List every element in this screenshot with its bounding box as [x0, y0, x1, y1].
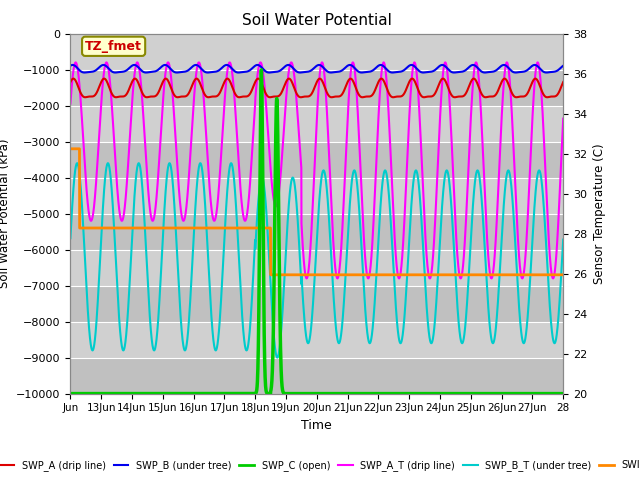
Bar [70, 322, 563, 358]
Y-axis label: Sensor Temperature (C): Sensor Temperature (C) [593, 144, 605, 284]
Legend: SWP_A (drip line), SWP_B (under tree), SWP_C (open), SWP_A_T (drip line), SWP_B_: SWP_A (drip line), SWP_B (under tree), S… [0, 456, 640, 475]
Text: TZ_fmet: TZ_fmet [85, 40, 142, 53]
Bar [70, 106, 563, 142]
X-axis label: Time: Time [301, 419, 332, 432]
Y-axis label: Soil Water Potential (kPa): Soil Water Potential (kPa) [0, 139, 11, 288]
Bar [70, 142, 563, 178]
Bar [70, 358, 563, 394]
Bar [70, 250, 563, 286]
Bar [70, 214, 563, 250]
Bar [70, 178, 563, 214]
Bar [70, 286, 563, 322]
Bar [70, 70, 563, 106]
Bar [70, 34, 563, 70]
Title: Soil Water Potential: Soil Water Potential [242, 13, 392, 28]
